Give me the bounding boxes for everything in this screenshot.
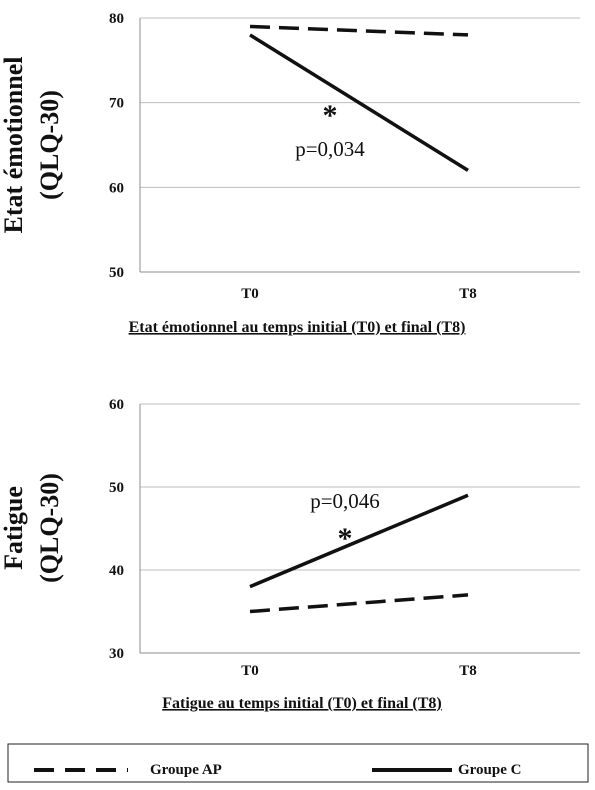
series-line-groupe-c xyxy=(249,493,469,589)
p-value-label: p=0,046 xyxy=(310,489,380,513)
significance-star: * xyxy=(323,99,338,132)
series-line-groupe-c xyxy=(249,33,469,172)
chart-fatigue: 30 40 50 60 T0 T8 Fatigue au temps initial (T0… xyxy=(0,397,580,712)
y-tick-label: 50 xyxy=(109,480,124,496)
y-tick-label: 70 xyxy=(109,96,124,112)
series-line-groupe-ap xyxy=(249,24,469,37)
y-tick-label: 60 xyxy=(109,180,124,196)
x-tick-label: T8 xyxy=(459,663,477,679)
y-tick-label: 50 xyxy=(109,265,124,281)
p-value-label: p=0,034 xyxy=(295,137,365,161)
y-axis-label: (QLQ-30) xyxy=(35,473,64,583)
y-tick-label: 40 xyxy=(109,563,124,579)
legend-box xyxy=(7,743,589,783)
y-tick-label: 30 xyxy=(109,646,124,662)
legend-label-groupe-c: Groupe C xyxy=(458,762,521,778)
y-tick-label: 60 xyxy=(109,397,124,413)
y-axis-label: (QLQ-30) xyxy=(35,90,64,200)
x-tick-label: T0 xyxy=(241,663,259,679)
x-axis-label: Etat émotionnel au temps initial (T0) et… xyxy=(129,319,466,336)
legend-label-groupe-ap: Groupe AP xyxy=(150,762,222,778)
significance-star: * xyxy=(338,522,353,555)
x-axis-label: Fatigue au temps initial (T0) et final (… xyxy=(162,695,442,712)
series-line-groupe-ap xyxy=(249,593,469,614)
x-tick-label: T8 xyxy=(459,286,477,302)
legend: Groupe AP Groupe C xyxy=(7,743,589,783)
y-axis-label: Etat émotionnel xyxy=(0,57,28,234)
y-tick-label: 80 xyxy=(109,11,124,27)
chart-emotional-state: 50 60 70 80 T0 T8 Etat émotionnel au temps ini… xyxy=(0,11,580,336)
x-tick-label: T0 xyxy=(241,286,259,302)
y-axis-label: Fatigue xyxy=(0,486,28,570)
